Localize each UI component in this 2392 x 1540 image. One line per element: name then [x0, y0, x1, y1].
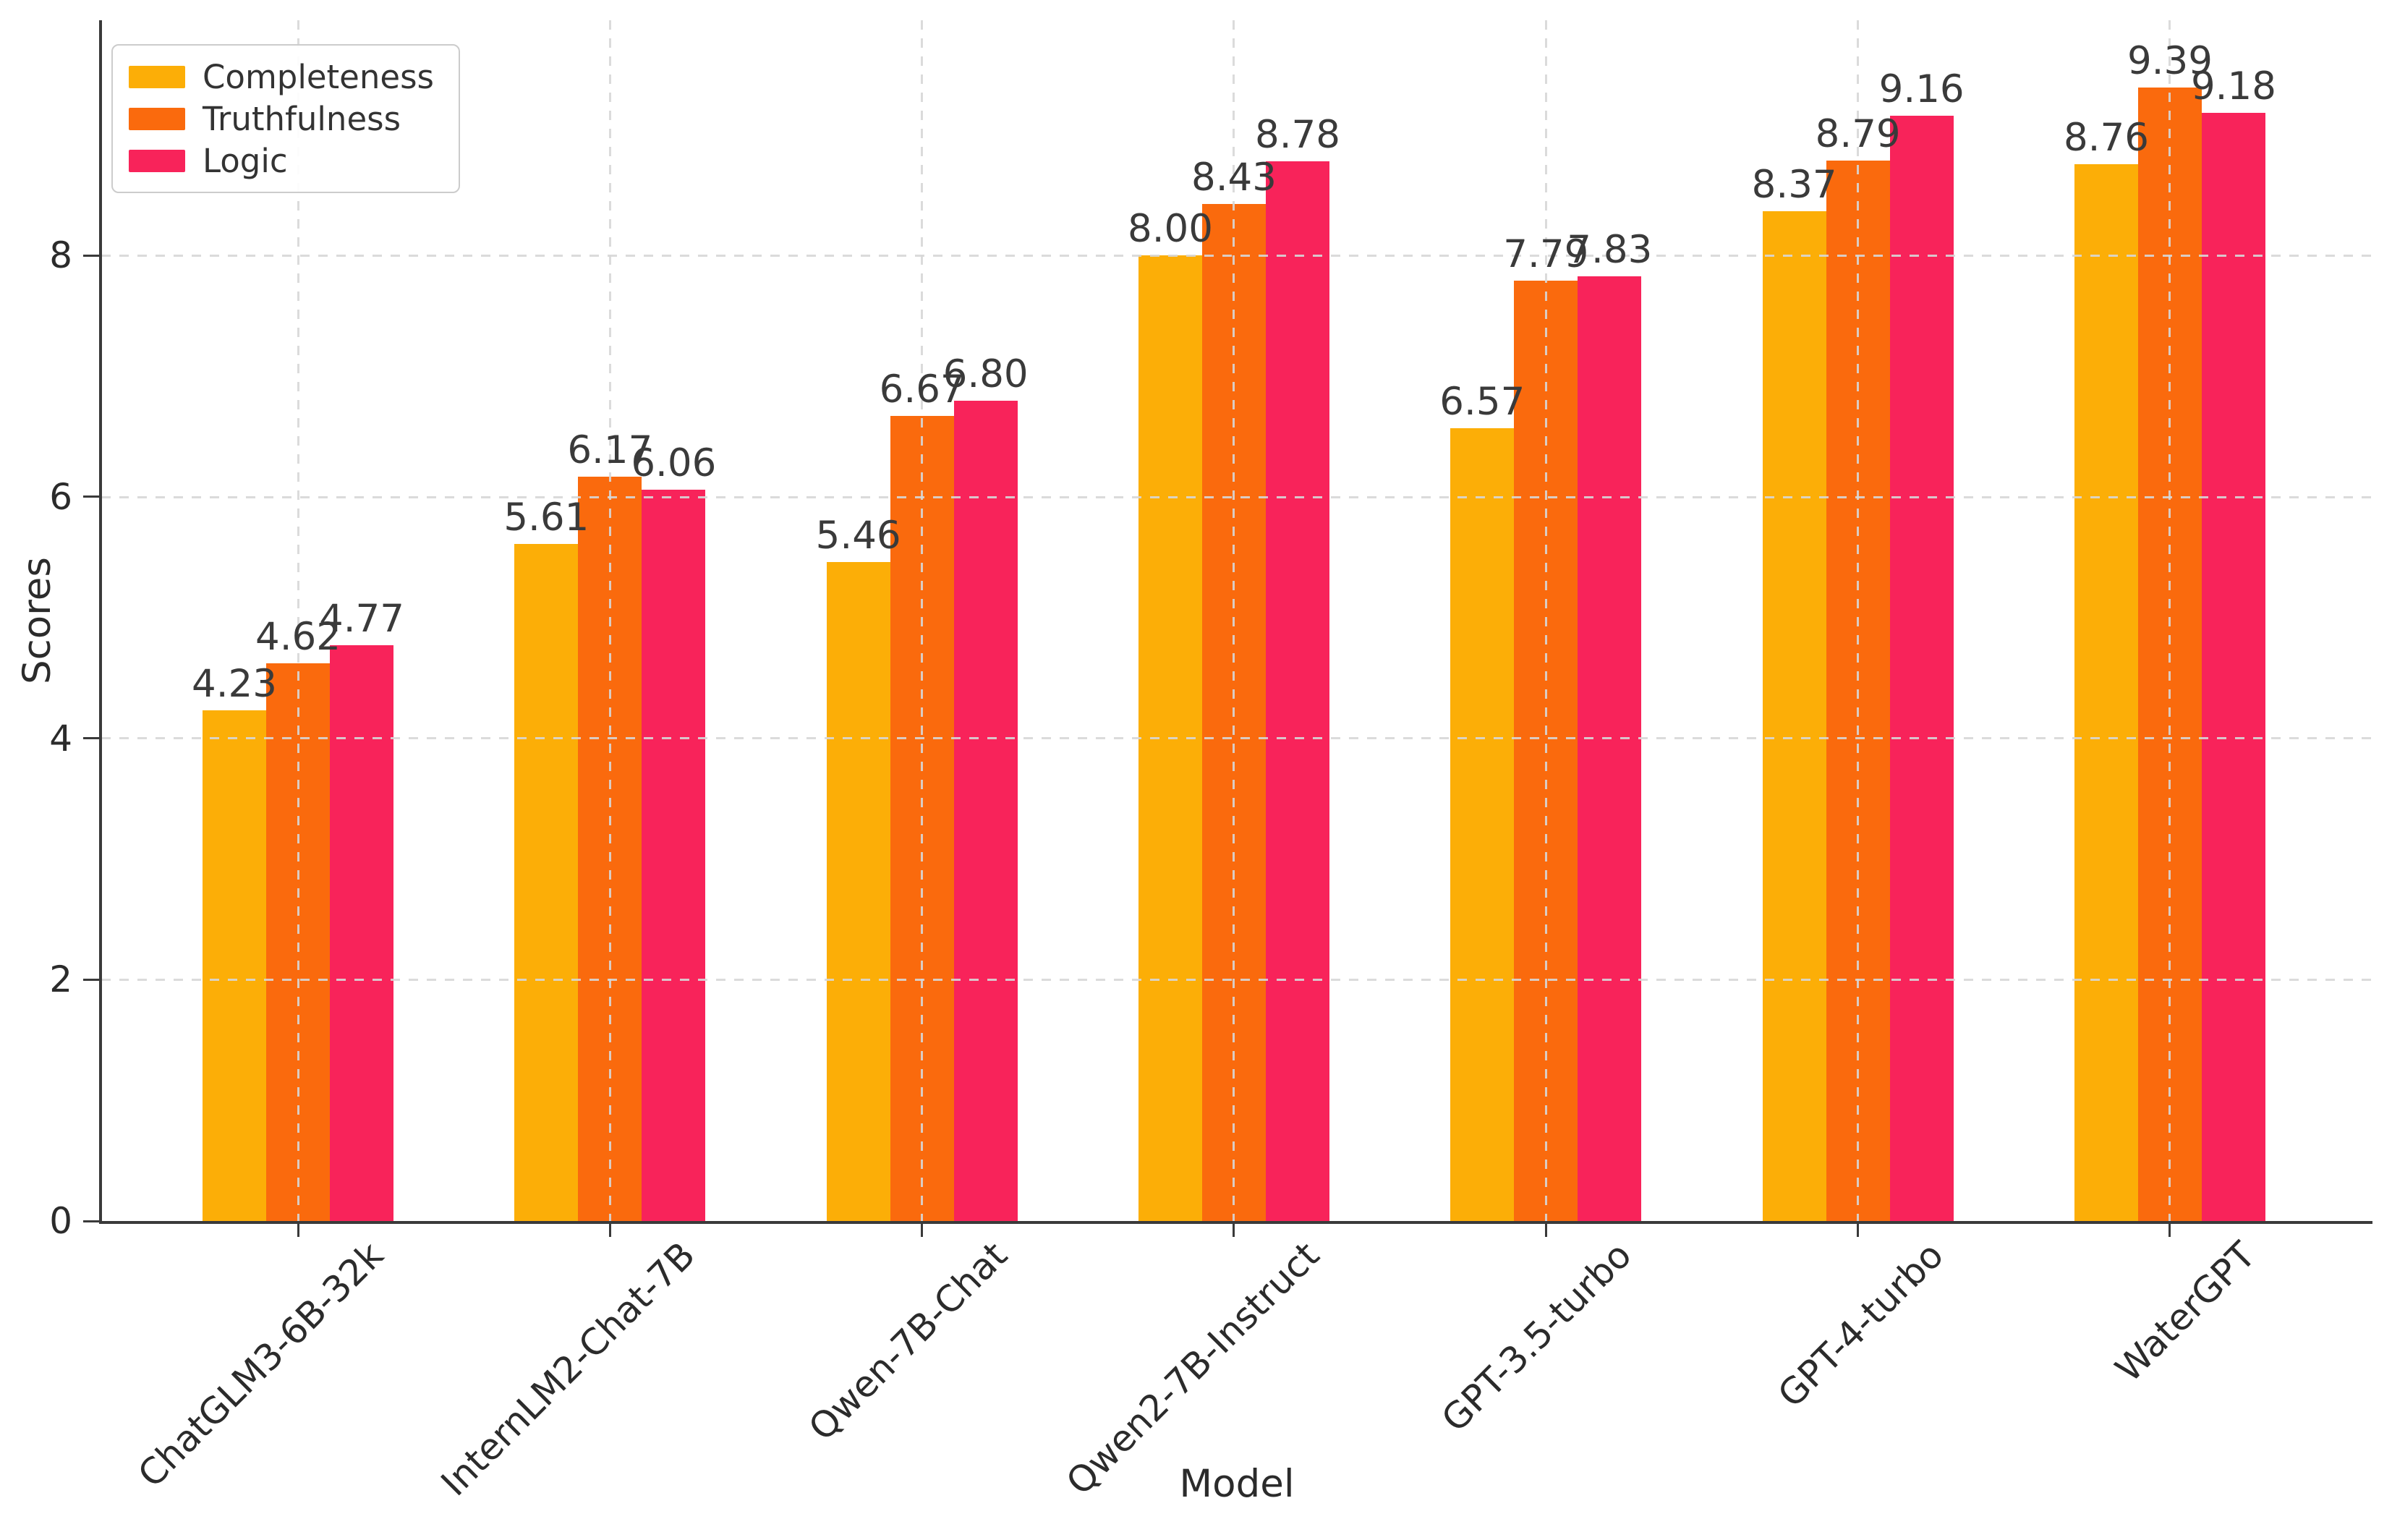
- bar-completeness: [203, 710, 266, 1221]
- bar-value-label: 8.37: [1751, 162, 1837, 207]
- bar-value-label: 4.77: [318, 597, 405, 642]
- legend-swatch: [129, 65, 185, 88]
- x-tick-label: GPT-4-turbo: [1769, 1234, 1952, 1416]
- legend-item: Logic: [129, 140, 434, 182]
- x-tick-mark: [1544, 1224, 1547, 1237]
- bar-logic: [1578, 276, 1642, 1221]
- bar-value-label: 8.00: [1127, 207, 1213, 252]
- bar-value-label: 4.23: [191, 662, 278, 707]
- legend: Completeness Truthfulness Logic: [111, 44, 460, 193]
- bar-value-label: 6.80: [942, 352, 1029, 396]
- x-tick-mark: [1233, 1224, 1235, 1237]
- y-tick-label: 2: [49, 958, 72, 1001]
- bar-value-label: 8.43: [1191, 155, 1277, 200]
- y-tick-label: 4: [49, 717, 72, 760]
- y-tick-mark: [83, 1220, 99, 1222]
- y-tick-mark: [83, 254, 99, 257]
- x-tick-mark: [2168, 1224, 2171, 1237]
- plot-area: Completeness Truthfulness Logic 4.23 4.62 4.…: [101, 20, 2372, 1221]
- legend-label: Truthfulness: [203, 99, 401, 138]
- bar-truthfulness: [266, 663, 330, 1221]
- legend-swatch: [129, 149, 185, 172]
- x-axis-title: Model: [1179, 1462, 1295, 1506]
- y-tick-label: 8: [49, 234, 72, 277]
- x-tick-mark: [1857, 1224, 1860, 1237]
- x-tick-mark: [297, 1224, 299, 1237]
- x-tick-label: InternLM2-Chat-7B: [433, 1234, 704, 1505]
- y-tick-mark: [83, 737, 99, 740]
- bar-completeness: [1138, 255, 1202, 1221]
- legend-item: Truthfulness: [129, 98, 434, 140]
- legend-item: Completeness: [129, 56, 434, 98]
- bar-value-label: 6.06: [631, 441, 717, 485]
- bar-logic: [642, 490, 706, 1221]
- bar-value-label: 9.18: [2190, 64, 2276, 109]
- y-tick-mark: [83, 978, 99, 981]
- y-axis-title: Scores: [15, 556, 59, 685]
- bar-truthfulness: [2137, 88, 2202, 1221]
- y-tick-label: 6: [49, 475, 72, 518]
- bar-value-label: 9.16: [1878, 67, 1965, 111]
- bar-logic: [1265, 161, 1329, 1221]
- bar-logic: [2201, 113, 2265, 1221]
- legend-swatch: [129, 107, 185, 130]
- x-tick-label: ChatGLM3-6B-32k: [129, 1234, 392, 1496]
- x-tick-mark: [608, 1224, 611, 1237]
- bar-completeness: [514, 544, 579, 1221]
- x-tick-mark: [921, 1224, 924, 1237]
- legend-label: Completeness: [203, 57, 434, 96]
- bar-value-label: 6.57: [1439, 379, 1525, 424]
- bar-value-label: 7.83: [1567, 227, 1653, 272]
- bar-logic: [1889, 115, 1954, 1221]
- y-axis-spine: [99, 20, 102, 1224]
- bar-value-label: 5.46: [815, 514, 901, 558]
- bar-value-label: 8.79: [1815, 111, 1901, 156]
- bar-value-label: 8.78: [1254, 113, 1340, 158]
- x-tick-label: WaterGPT: [2107, 1234, 2263, 1390]
- bar-completeness: [826, 562, 890, 1221]
- bar-value-label: 5.61: [503, 495, 590, 540]
- y-tick-mark: [83, 495, 99, 498]
- bar-truthfulness: [1826, 160, 1890, 1221]
- bar-completeness: [1762, 210, 1826, 1221]
- bar-logic: [953, 400, 1018, 1221]
- bar-completeness: [1450, 427, 1515, 1221]
- y-tick-label: 0: [49, 1200, 72, 1242]
- bar-truthfulness: [1201, 203, 1266, 1221]
- bar-value-label: 8.76: [2063, 115, 2149, 160]
- bar-truthfulness: [578, 476, 642, 1221]
- bar-logic: [330, 645, 393, 1221]
- x-tick-label: GPT-3.5-turbo: [1433, 1234, 1640, 1440]
- bar-completeness: [2074, 163, 2138, 1221]
- x-tick-label: Qwen-7B-Chat: [800, 1234, 1016, 1449]
- x-axis-spine: [99, 1221, 2372, 1224]
- legend-label: Logic: [203, 141, 288, 180]
